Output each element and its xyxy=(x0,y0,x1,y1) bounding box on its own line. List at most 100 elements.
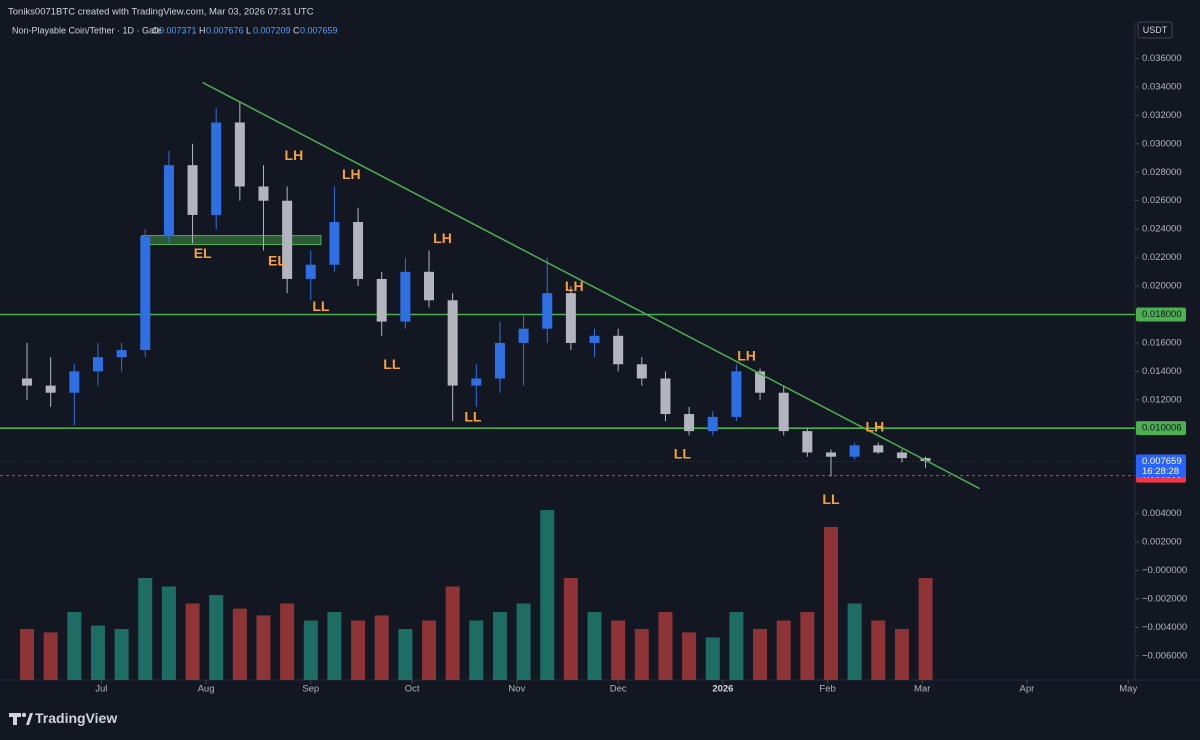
ohlc-value: 0.007676 xyxy=(206,25,244,35)
ohlc-label: O xyxy=(152,25,159,35)
candle-body xyxy=(755,371,766,393)
ohlc-value: 0.007371 xyxy=(159,25,197,35)
volume-bar xyxy=(138,578,153,680)
annotation: LL xyxy=(383,356,401,372)
candle-body xyxy=(613,335,624,365)
x-tick-label: Mar xyxy=(914,684,930,695)
y-tick-label: 0.030000 xyxy=(1142,138,1182,149)
credit: Toniks0071BTC created with TradingView.c… xyxy=(8,7,314,18)
price-label: 0.010006 xyxy=(1142,423,1182,434)
volume-bar xyxy=(256,615,271,680)
volume-bar xyxy=(729,612,744,680)
candle-body xyxy=(825,452,836,457)
candle-body xyxy=(22,378,33,386)
volume-bar xyxy=(114,629,129,680)
volume-bar xyxy=(469,620,484,680)
volume-bar xyxy=(705,637,720,680)
y-tick-label: 0.024000 xyxy=(1142,224,1182,235)
candle-body xyxy=(494,342,505,379)
annotation: LH xyxy=(433,230,452,246)
annotation: LH xyxy=(342,166,361,182)
price-label-box xyxy=(1136,421,1186,436)
x-tick-label: 2026 xyxy=(712,684,733,695)
candle-body xyxy=(45,385,56,393)
volume-bar xyxy=(918,578,933,680)
candle-body xyxy=(329,222,340,265)
candle-body xyxy=(565,293,576,343)
candle-body xyxy=(187,165,198,215)
y-tick-label: −0.006000 xyxy=(1142,650,1187,661)
volume-bar xyxy=(303,620,318,680)
annotation: EL xyxy=(268,252,286,268)
y-tick-label: −0.002000 xyxy=(1142,593,1187,604)
y-tick-label: −0.004000 xyxy=(1142,622,1187,633)
y-tick-label: 0.016000 xyxy=(1142,337,1182,348)
y-tick-label: 0.004000 xyxy=(1142,508,1182,519)
volume-bar xyxy=(516,603,531,680)
volume-bar xyxy=(611,620,626,680)
candle-body xyxy=(660,378,671,415)
volume-bar xyxy=(492,612,507,680)
candle-body xyxy=(542,293,553,329)
candle-body xyxy=(447,300,458,386)
symbol: Non-Playable Coin/Tether · 1D · Gate xyxy=(12,25,162,35)
volume-bar xyxy=(847,603,862,680)
x-tick-label: Nov xyxy=(508,684,525,695)
candle-body xyxy=(92,357,103,372)
x-tick-label: Sep xyxy=(302,684,319,695)
candle-body xyxy=(471,378,482,386)
brand: TradingView xyxy=(35,710,117,726)
volume-bar xyxy=(422,620,437,680)
price-label: 0.018000 xyxy=(1142,309,1182,320)
volume-bar xyxy=(563,578,578,680)
volume-bar xyxy=(540,510,555,680)
annotation: LH xyxy=(565,278,584,294)
volume-bar xyxy=(67,612,82,680)
y-tick-label: 0.022000 xyxy=(1142,252,1182,263)
candle-body xyxy=(376,278,387,322)
candle-body xyxy=(258,186,269,201)
volume-bar xyxy=(634,629,649,680)
volume-bar xyxy=(351,620,366,680)
volume-bar xyxy=(209,595,224,680)
volume-bar xyxy=(894,629,909,680)
ohlc-label: C xyxy=(293,25,300,35)
volume-bar xyxy=(445,586,460,680)
y-tick-label: 0.014000 xyxy=(1142,366,1182,377)
candle-body xyxy=(802,431,813,453)
candle-body xyxy=(69,371,80,393)
volume-bar xyxy=(587,612,602,680)
ohlc-label: L xyxy=(246,25,251,35)
annotation: EL xyxy=(194,245,212,261)
x-tick-label: May xyxy=(1119,684,1137,695)
candle-body xyxy=(163,165,174,237)
x-tick-label: Apr xyxy=(1020,684,1035,695)
annotation: LH xyxy=(285,147,304,163)
candle-body xyxy=(896,452,907,459)
currency-box xyxy=(1137,21,1173,39)
volume-bar xyxy=(398,629,413,680)
countdown: 16:28:28 xyxy=(1142,466,1179,477)
volume-bar xyxy=(800,612,815,680)
annotation: LH xyxy=(866,418,885,434)
volume-bar xyxy=(682,632,697,680)
last-price-box xyxy=(1136,454,1186,478)
y-tick-label: 0.020000 xyxy=(1142,281,1182,292)
candle-body xyxy=(116,350,127,358)
annotation: LL xyxy=(674,445,692,461)
volume-bar xyxy=(185,603,200,680)
x-tick-label: Aug xyxy=(198,684,215,695)
candle-body xyxy=(211,122,222,215)
currency: USDT xyxy=(1143,25,1168,35)
candle-body xyxy=(873,445,884,453)
candle-body xyxy=(636,364,647,379)
volume-bar xyxy=(658,612,673,680)
x-tick-label: Jul xyxy=(95,684,107,695)
candle-body xyxy=(353,222,364,279)
volume-bar xyxy=(20,629,35,680)
y-tick-label: 0.002000 xyxy=(1142,537,1182,548)
y-tick-label: −0.000000 xyxy=(1142,565,1187,576)
logo xyxy=(9,712,33,725)
candle-body xyxy=(400,271,411,322)
annotation: LL xyxy=(312,298,330,314)
